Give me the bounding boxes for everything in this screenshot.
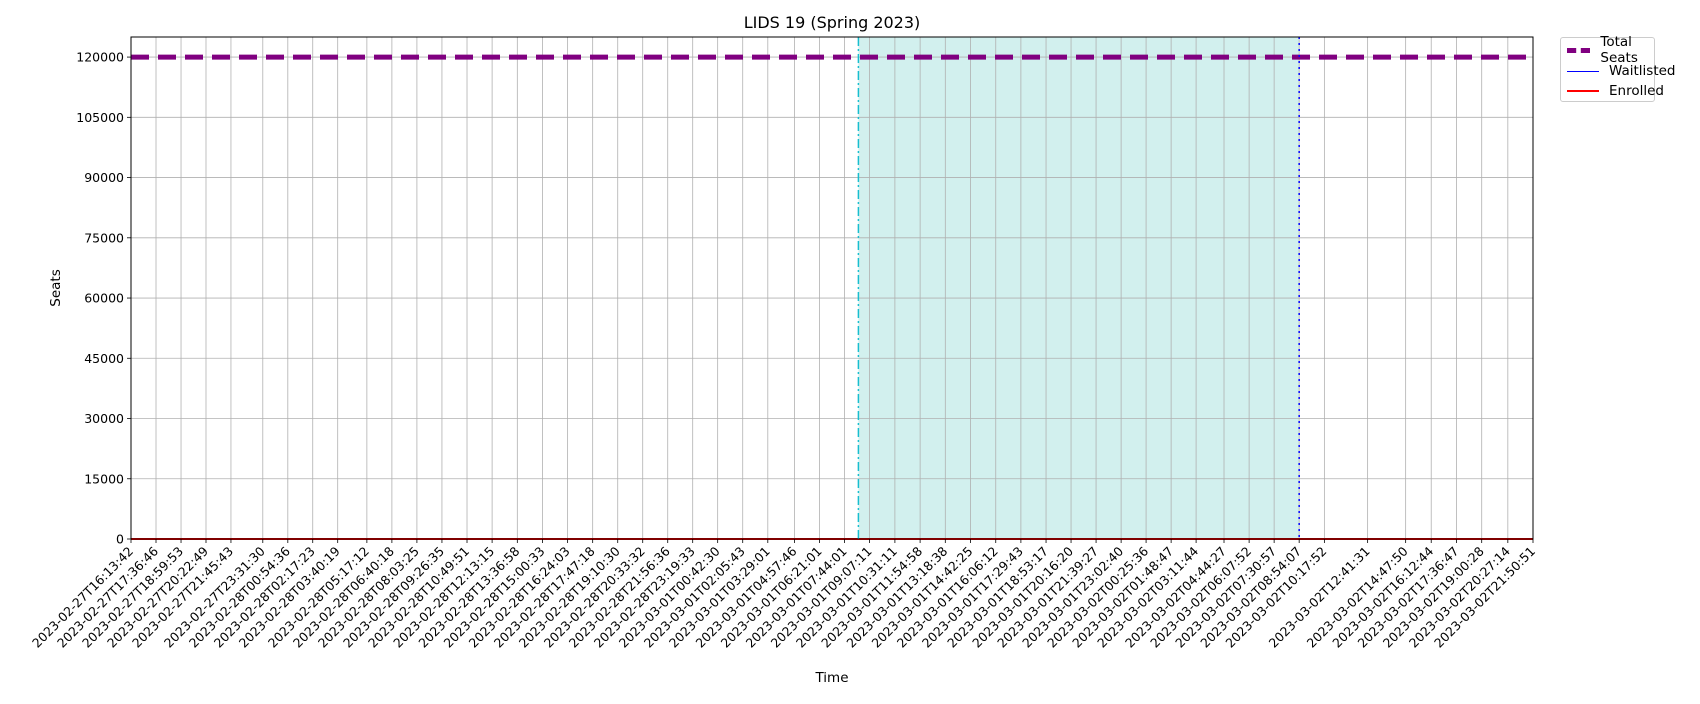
legend-label-enrolled: Enrolled — [1609, 83, 1664, 99]
y-tick-label: 90000 — [84, 170, 124, 185]
y-tick-group: 0 15000 30000 45000 60000 75000 90000 105000 120… — [76, 50, 131, 547]
y-tick-label: 30000 — [84, 411, 124, 426]
y-tick-label: 60000 — [84, 291, 124, 306]
y-tick-label: 0 — [116, 532, 124, 547]
y-tick-label: 105000 — [76, 110, 124, 125]
x-axis-label: Time — [814, 670, 848, 686]
legend-item-total-seats: Total Seats — [1567, 34, 1654, 66]
x-tick-group: 2023-02-27T16:13:422023-02-27T17:36:4620… — [29, 539, 1538, 651]
y-axis-label: Seats — [48, 269, 64, 306]
legend-swatch-waitlisted — [1567, 70, 1599, 72]
y-tick-label: 75000 — [84, 230, 124, 245]
plot-frame — [130, 36, 1534, 540]
y-tick-label: 15000 — [84, 471, 124, 486]
shaded-region-group — [858, 37, 1300, 539]
legend-label-waitlisted: Waitlisted — [1609, 63, 1676, 79]
vline-group — [857, 37, 1300, 539]
legend-label-total-seats: Total Seats — [1600, 34, 1638, 66]
legend-swatch-total-seats — [1567, 47, 1591, 53]
y-tick-label: 45000 — [84, 351, 124, 366]
legend-swatch-enrolled — [1567, 90, 1599, 92]
legend-item-waitlisted: Waitlisted — [1567, 62, 1676, 80]
legend: Total Seats Waitlisted Enrolled — [1560, 34, 1676, 102]
y-tick-label: 120000 — [76, 50, 124, 65]
grid-group — [130, 37, 1534, 540]
legend-item-enrolled: Enrolled — [1567, 82, 1664, 100]
chart-title: LIDS 19 (Spring 2023) — [744, 13, 921, 32]
shaded-region — [858, 37, 1300, 539]
